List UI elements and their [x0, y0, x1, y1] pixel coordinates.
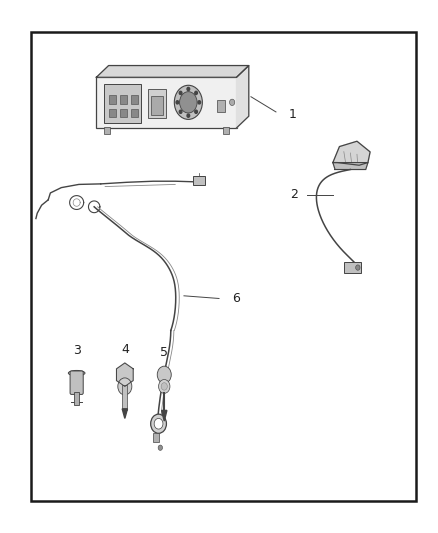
Bar	[74, 392, 79, 405]
Circle shape	[195, 110, 198, 114]
Text: 6: 6	[232, 292, 240, 305]
Bar	[109, 109, 116, 117]
Ellipse shape	[68, 370, 85, 376]
FancyBboxPatch shape	[70, 371, 83, 394]
Circle shape	[179, 91, 182, 94]
Bar	[131, 109, 138, 117]
Bar	[131, 95, 138, 104]
Text: 3: 3	[73, 344, 81, 357]
Circle shape	[151, 414, 166, 433]
Bar	[96, 77, 237, 128]
Bar	[148, 89, 166, 118]
Circle shape	[161, 383, 167, 390]
Circle shape	[176, 101, 179, 104]
Text: 1: 1	[289, 108, 297, 121]
Circle shape	[159, 379, 170, 393]
Bar	[104, 84, 141, 123]
Circle shape	[118, 378, 132, 395]
Polygon shape	[333, 163, 368, 169]
Bar	[217, 100, 225, 112]
Polygon shape	[117, 363, 133, 386]
Polygon shape	[333, 141, 370, 165]
Circle shape	[179, 110, 182, 114]
Polygon shape	[122, 409, 127, 418]
Bar	[120, 109, 127, 117]
Circle shape	[198, 101, 201, 104]
Bar	[104, 127, 110, 134]
Text: 2: 2	[290, 188, 298, 201]
Circle shape	[157, 366, 171, 383]
Text: 5: 5	[160, 346, 168, 359]
Bar	[344, 262, 361, 273]
Bar	[151, 96, 163, 115]
Polygon shape	[237, 66, 249, 128]
Circle shape	[230, 99, 235, 106]
Circle shape	[187, 114, 190, 117]
Text: 4: 4	[121, 343, 129, 356]
Bar	[31, 32, 416, 501]
Circle shape	[154, 418, 163, 429]
Circle shape	[356, 265, 360, 270]
Circle shape	[174, 85, 202, 119]
Circle shape	[158, 445, 162, 450]
Polygon shape	[162, 410, 167, 421]
Circle shape	[180, 92, 197, 113]
Bar	[153, 433, 159, 442]
Circle shape	[187, 87, 190, 91]
Bar	[122, 385, 127, 410]
Bar	[223, 127, 229, 134]
Bar	[120, 95, 127, 104]
Polygon shape	[96, 66, 249, 77]
Bar	[109, 95, 116, 104]
Circle shape	[195, 91, 198, 94]
Bar	[193, 176, 205, 185]
